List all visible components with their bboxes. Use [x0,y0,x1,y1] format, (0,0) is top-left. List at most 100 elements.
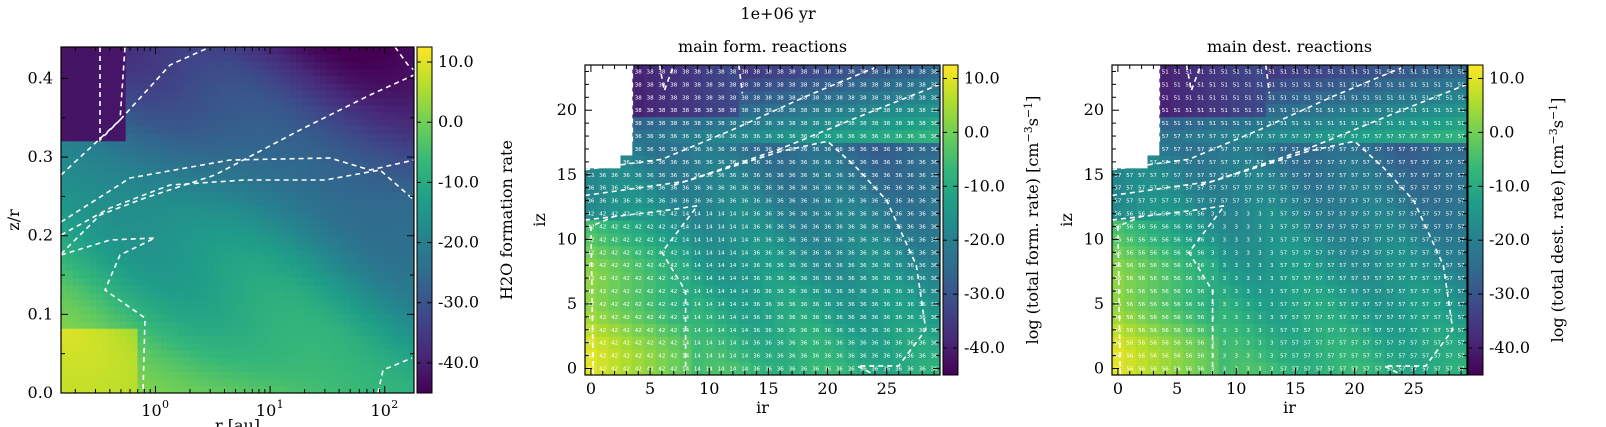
heatmap-cell [166,83,174,91]
heatmap-cell [703,336,716,350]
heatmap-cell [378,263,386,272]
heatmap-cell [408,284,414,293]
heatmap-cell [762,155,775,169]
heatmap-cell [390,61,397,70]
heatmap-cell [325,169,333,178]
heatmap-cell [786,336,799,350]
cell-label: 42 [599,367,606,373]
cell-label: 38 [812,121,819,127]
heatmap-cell [225,191,233,199]
cell-label: 51 [1221,82,1228,88]
heatmap-cell [313,220,321,228]
cell-label: 36 [800,160,807,166]
cell-label: 57 [1126,173,1133,179]
cell-label: 36 [860,276,867,282]
heatmap-cell [313,205,321,214]
heatmap-cell [190,299,197,308]
heatmap-cell [402,371,409,380]
heatmap-cell [249,104,256,113]
cell-label: 38 [931,108,938,114]
cell-label: 42 [658,212,665,218]
cell-label: 56 [1150,302,1157,308]
heatmap-cell [1159,194,1172,208]
heatmap-cell [762,323,775,337]
heatmap-cell [337,342,344,351]
heatmap-cell [1218,297,1231,311]
heatmap-cell [72,147,80,156]
cell-label: 57 [1114,173,1121,179]
heatmap-cell [408,169,414,178]
heatmap-cell [372,97,380,106]
heatmap-cell [131,68,139,77]
heatmap-cell [266,140,274,149]
heatmap-cell [190,68,197,77]
cell-label: 42 [658,276,665,282]
heatmap-cell [308,385,315,393]
heatmap-cell [1171,245,1184,260]
y-tick-label: 0.2 [28,226,53,245]
x-tick-label-exp: 0 [162,398,169,411]
cell-label: 56 [1174,250,1181,256]
heatmap-cell [143,313,150,322]
heatmap-cell [1112,181,1125,195]
heatmap-cell [355,284,362,293]
heatmap-cell [325,320,333,329]
heatmap-cell [774,323,787,337]
heatmap-cell [343,378,350,387]
heatmap-cell [113,205,121,214]
heatmap-cell [149,155,156,163]
heatmap-cell [96,104,103,113]
heatmap-cell [703,129,716,143]
heatmap-cell [361,263,368,272]
heatmap-cell [225,90,233,99]
heatmap-cell [184,119,192,127]
cell-label: 56 [1197,212,1204,218]
cell-label: 38 [718,82,725,88]
heatmap-cell [904,155,917,169]
heatmap-cell [119,119,127,127]
x-axis-label: r [au] [215,416,260,427]
heatmap-cell [119,313,127,322]
heatmap-cell [366,342,374,351]
heatmap-cell [225,220,233,228]
heatmap-cell [225,119,233,127]
cell-label: 36 [706,199,713,205]
heatmap-cell [78,169,86,178]
heatmap-cell [402,248,409,257]
heatmap-cell [78,147,86,156]
heatmap-cell [113,162,121,171]
heatmap-cell [1206,77,1219,92]
cell-label: 36 [729,173,736,179]
cell-label: 36 [848,186,855,192]
heatmap-cell [845,271,858,286]
heatmap-cell [61,313,68,322]
heatmap-cell [61,378,68,387]
heatmap-cell [125,119,133,127]
heatmap-cell [1171,155,1184,169]
cell-label: 51 [1209,69,1216,75]
heatmap-cell [278,248,286,257]
heatmap-cell [656,220,669,234]
heatmap-cell [178,263,186,272]
heatmap-cell [857,103,870,118]
heatmap-cell [786,310,799,324]
heatmap-cell [290,306,297,315]
heatmap-cell [284,97,292,106]
heatmap-cell [225,364,233,372]
heatmap-cell [302,54,309,63]
cell-label: 38 [694,108,701,114]
heatmap-cell [302,68,309,77]
heatmap-cell [372,342,380,351]
heatmap-cell [408,212,414,221]
heatmap-cell [691,245,704,260]
heatmap-cell [396,241,403,250]
heatmap-cell [172,313,180,322]
cell-label: 51 [1174,108,1181,114]
heatmap-cell [296,234,303,243]
heatmap-cell [916,362,929,375]
heatmap-cell [131,220,139,228]
heatmap-cell [213,241,221,250]
heatmap-cell [880,181,894,195]
cell-label: 38 [706,121,713,127]
heatmap-cell [774,65,787,79]
